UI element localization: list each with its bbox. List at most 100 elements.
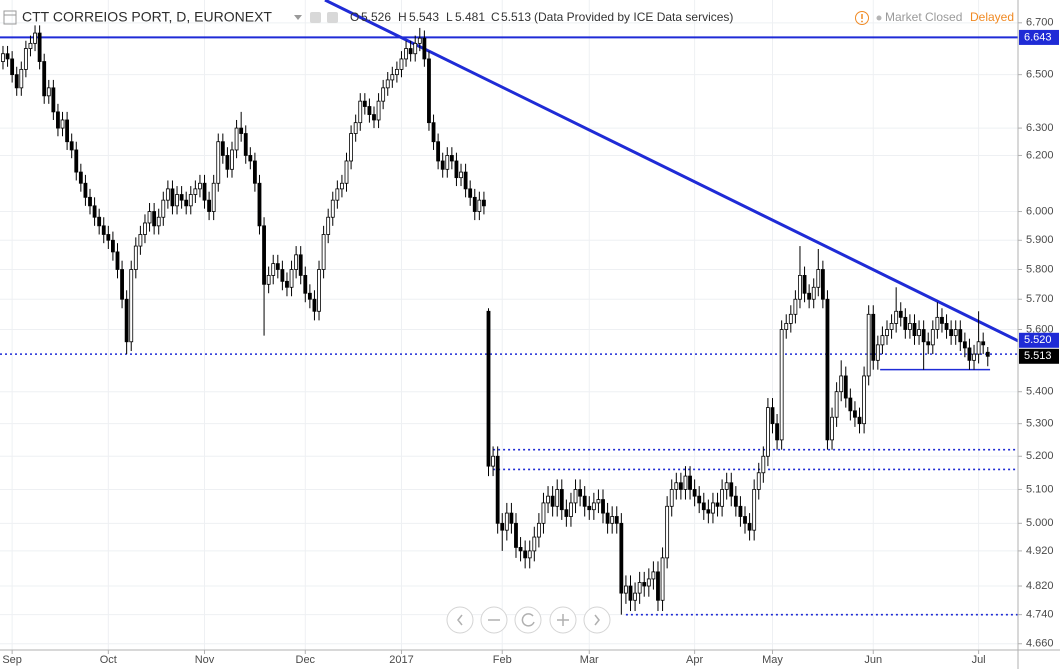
candle-body [669,489,674,507]
candle-body [271,263,276,276]
candle-body [903,316,908,330]
candle-body [953,329,958,337]
candle-body [482,199,486,207]
x-tick-label: Jun [864,654,882,666]
candle-body [33,32,37,44]
candle-body [724,482,729,490]
candle-body [234,127,239,151]
candle-body [788,313,793,324]
candle-body [944,323,949,330]
candle-body [756,472,761,490]
ohlc-value: 5.481 [455,10,485,24]
candle-body [885,329,889,337]
candle-body [454,160,459,179]
candle-body [596,499,601,504]
candle-body [871,313,876,361]
ohlc-value: 5.543 [409,10,439,24]
candle-body [637,582,642,594]
ohlc-value: 5.526 [361,10,391,24]
y-tick-label: 6.300 [1026,122,1054,134]
x-tick-label: Mar [580,654,599,666]
candle-body [97,216,102,227]
candle-body [582,495,587,507]
candle-body [646,578,651,587]
candle-body [161,199,166,218]
candle-body [972,353,976,361]
candle-body [413,42,418,55]
candle-body [5,53,10,60]
candle-body [165,188,170,201]
y-tick-label: 5.600 [1026,323,1054,335]
candle-body [875,344,880,361]
candle-body [408,48,413,55]
candle-body [19,68,24,89]
candle-body [564,509,569,517]
candle-body [816,269,821,288]
candle-body [463,171,468,190]
candle-body [230,149,234,170]
candle-body [880,335,885,346]
candle-body [459,171,463,179]
scroll-right-button[interactable] [583,606,611,634]
candle-body [743,516,747,524]
candle-body [935,316,940,330]
candle-body [147,211,152,224]
candle-body [440,160,445,170]
candle-body [894,310,899,324]
candle-body [536,522,541,538]
candle-body [417,37,422,44]
candle-body [509,512,514,524]
y-tick-label: 5.900 [1026,234,1054,246]
candle-body [321,234,326,270]
candle-body [486,310,491,467]
candle-body [775,423,779,441]
candle-body [353,122,358,134]
candle-body [514,522,518,548]
candle-body [715,502,720,507]
candle-body [665,505,670,559]
scroll-left-button[interactable] [446,606,474,634]
x-tick-label: Feb [493,654,512,666]
candle-body [266,275,271,285]
candle-body [289,269,294,288]
y-tick-label: 4.740 [1026,609,1054,621]
candle-body [569,502,573,517]
candle-body [175,194,179,207]
panel-icon[interactable] [3,10,17,25]
candle-body [541,502,546,524]
candle-body [193,188,198,195]
candle-body [733,495,738,507]
candle-body [601,499,605,514]
candle-body [307,292,312,300]
hide-icon[interactable] [327,12,338,23]
candle-body [940,316,944,324]
candle-body [143,222,147,235]
candle-body [518,547,523,552]
ohlc-key: H [398,10,407,24]
x-tick-label: Apr [686,654,703,666]
warning-icon-dot [861,20,863,23]
candle-body [500,522,505,531]
candle-body [1,53,5,62]
candle-body [51,87,56,113]
x-tick-label: Sep [2,654,22,666]
candle-body [340,182,344,190]
candle-body [628,585,633,601]
symbol-dropdown[interactable] [294,15,302,20]
candle-body [926,341,931,346]
candle-body [967,347,972,361]
candle-body [170,188,175,207]
candle-body [449,155,454,162]
y-tick-label: 5.100 [1026,483,1054,495]
settings-icon[interactable] [310,12,321,23]
ohlc-value: 5.513 [501,10,531,24]
reset-button[interactable] [514,606,542,634]
candle-body [688,475,692,490]
warning-icon[interactable] [855,11,869,25]
candle-body [312,298,317,312]
y-tick-label: 6.200 [1026,149,1054,161]
candle-body [101,225,106,235]
candle-body [156,216,161,227]
candle-body [907,323,912,330]
candle-body [807,292,812,300]
